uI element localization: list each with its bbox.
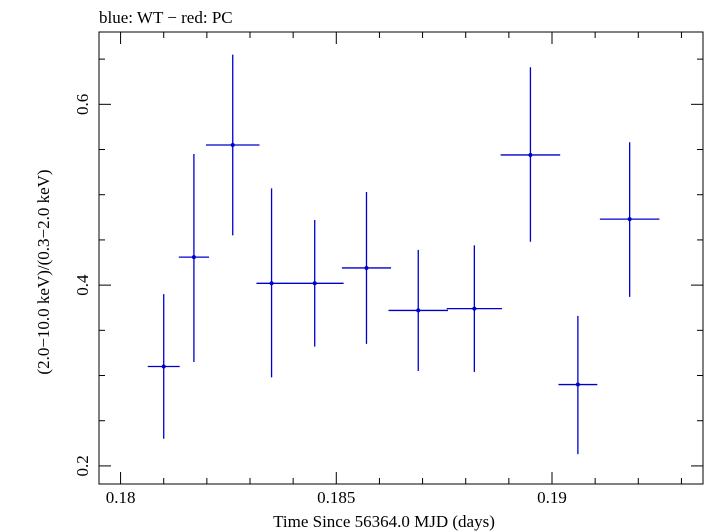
y-tick-label: 0.6 <box>73 94 92 115</box>
point-marker <box>230 143 235 147</box>
point-marker <box>575 382 580 387</box>
data-point <box>341 192 392 344</box>
point-marker <box>191 255 196 260</box>
point-marker <box>627 217 632 222</box>
plot-frame <box>98 31 704 485</box>
point-marker <box>528 152 533 157</box>
x-tick-label: 0.18 <box>106 488 136 507</box>
data-point <box>446 245 502 372</box>
x-tick-label: 0.185 <box>317 488 355 507</box>
data-point <box>558 315 598 455</box>
data-point <box>178 154 210 362</box>
point-marker <box>312 281 317 286</box>
point-marker <box>269 281 274 286</box>
point-marker <box>416 308 421 313</box>
y-tick-label: 0.4 <box>73 274 92 296</box>
data-point <box>147 294 180 439</box>
axis-tick-labels: 0.18 0.185 0.19 0.2 0.4 0.6 <box>73 94 567 507</box>
x-axis-label: Time Since 56364.0 MJD (days) <box>273 512 495 531</box>
y-axis-label: (2.0−10.0 keV)/(0.3−2.0 keV) <box>34 169 53 374</box>
point-marker <box>472 306 477 311</box>
x-tick-label: 0.19 <box>537 488 567 507</box>
point-marker <box>364 265 369 270</box>
y-tick-label: 0.2 <box>73 455 92 476</box>
data-point <box>599 142 660 297</box>
data-points <box>147 54 660 455</box>
point-marker <box>161 364 166 369</box>
axis-ticks <box>99 32 703 484</box>
data-point <box>205 54 260 236</box>
data-point <box>388 249 449 371</box>
data-point <box>256 188 287 378</box>
chart-title: blue: WT − red: PC <box>99 8 233 27</box>
data-point <box>285 220 344 347</box>
data-point <box>500 67 561 242</box>
